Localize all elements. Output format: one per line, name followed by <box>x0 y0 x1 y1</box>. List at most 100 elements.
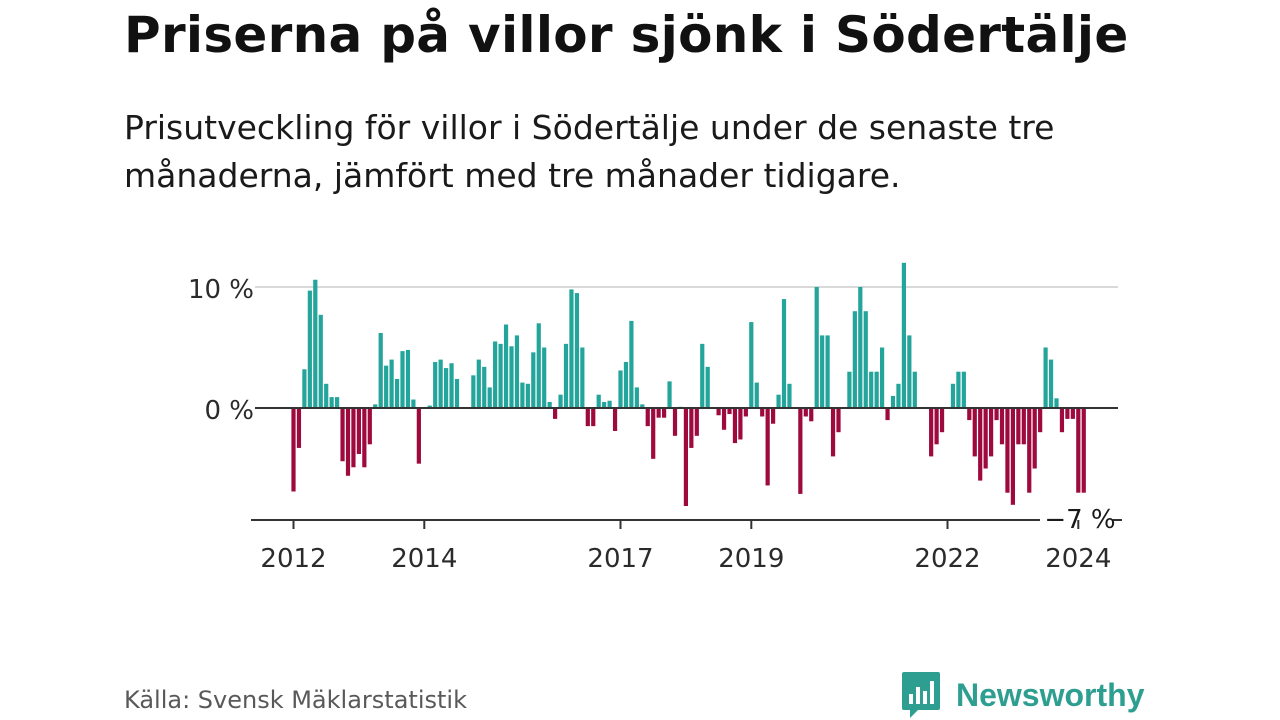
bar <box>640 404 645 408</box>
bar <box>912 371 917 408</box>
bar <box>803 408 808 417</box>
bar <box>1070 408 1075 419</box>
bar <box>721 408 727 430</box>
bar <box>351 408 356 468</box>
x-tick-label: 2012 <box>260 544 326 574</box>
bar <box>569 289 574 408</box>
bar <box>438 359 443 408</box>
bar <box>449 363 454 408</box>
bar <box>612 408 618 431</box>
bar <box>869 371 874 408</box>
bar <box>574 293 579 408</box>
bar <box>896 383 901 408</box>
bar <box>536 323 541 408</box>
bar <box>394 378 400 408</box>
axes <box>251 407 1122 529</box>
bar <box>1027 408 1032 493</box>
bar <box>563 343 569 408</box>
bars <box>291 262 1086 507</box>
bar <box>705 366 710 408</box>
bar <box>754 382 759 408</box>
bar <box>454 378 460 408</box>
bar <box>634 387 639 408</box>
bar <box>356 408 361 454</box>
bar <box>825 335 830 408</box>
bar <box>858 287 863 408</box>
bar <box>498 343 503 408</box>
bar <box>934 408 939 445</box>
bar <box>760 408 765 417</box>
bar <box>694 408 699 436</box>
axis-labels: 0 % 10 % 2012 2014 2017 2019 2022 2024 −7 % <box>188 275 1116 574</box>
bar <box>542 347 547 408</box>
bar <box>700 343 705 408</box>
bar <box>814 287 819 408</box>
bar <box>749 322 754 408</box>
bar <box>765 408 770 486</box>
brand[interactable]: Newsworthy <box>900 670 1144 720</box>
source-note: Källa: Svensk Mäklarstatistik <box>124 686 467 714</box>
bar <box>781 299 787 408</box>
bar <box>623 362 629 408</box>
bar <box>787 383 792 408</box>
bar <box>727 408 732 415</box>
bar <box>939 408 945 433</box>
bar <box>809 408 814 422</box>
bar <box>1021 408 1026 445</box>
bar <box>929 408 934 457</box>
x-tick-label: 2022 <box>914 544 980 574</box>
bar <box>427 405 432 408</box>
bar <box>602 401 607 408</box>
bar <box>885 408 890 421</box>
bar <box>373 404 378 408</box>
bar <box>961 371 966 408</box>
bar <box>656 408 661 418</box>
newsworthy-logo-icon <box>902 672 940 718</box>
chart-title: Priserna på villor sjönk i Södertälje <box>124 6 1129 64</box>
brand-name: Newsworthy <box>956 676 1145 713</box>
bar <box>514 335 520 408</box>
bar <box>880 347 885 408</box>
bar <box>591 408 596 427</box>
bar <box>667 381 672 408</box>
y-tick-label: 10 % <box>188 275 254 305</box>
bar <box>520 382 525 408</box>
bar <box>1038 408 1043 433</box>
bar <box>629 320 634 408</box>
bar <box>651 408 656 459</box>
bar <box>847 371 852 408</box>
bar <box>989 408 994 457</box>
bar <box>743 408 748 417</box>
bar <box>307 290 312 408</box>
bar <box>820 335 825 408</box>
bar <box>296 408 302 448</box>
y-tick-label: 0 % <box>204 396 254 426</box>
bar <box>956 371 961 408</box>
chart-subtitle: Prisutveckling för villor i Södertälje u… <box>124 108 1055 195</box>
x-tick-label: 2014 <box>391 544 457 574</box>
bar <box>683 408 688 507</box>
bar <box>798 408 803 494</box>
bar <box>585 408 590 427</box>
bar <box>482 366 487 408</box>
bar <box>324 383 329 408</box>
bar <box>689 408 694 448</box>
bar <box>1010 408 1015 505</box>
bar <box>547 401 552 408</box>
bar <box>580 347 585 408</box>
bar <box>329 397 334 408</box>
bar <box>302 369 307 408</box>
bar <box>1059 408 1065 433</box>
bar <box>1043 347 1048 408</box>
bar <box>471 375 476 408</box>
bar <box>672 408 678 436</box>
bar <box>874 371 879 408</box>
bar <box>852 311 857 408</box>
bar <box>558 394 563 408</box>
bar <box>335 397 340 408</box>
bar <box>318 314 323 408</box>
bar <box>509 346 514 408</box>
x-tick-label: 2017 <box>587 544 653 574</box>
bar <box>525 383 530 408</box>
bar <box>732 408 738 444</box>
